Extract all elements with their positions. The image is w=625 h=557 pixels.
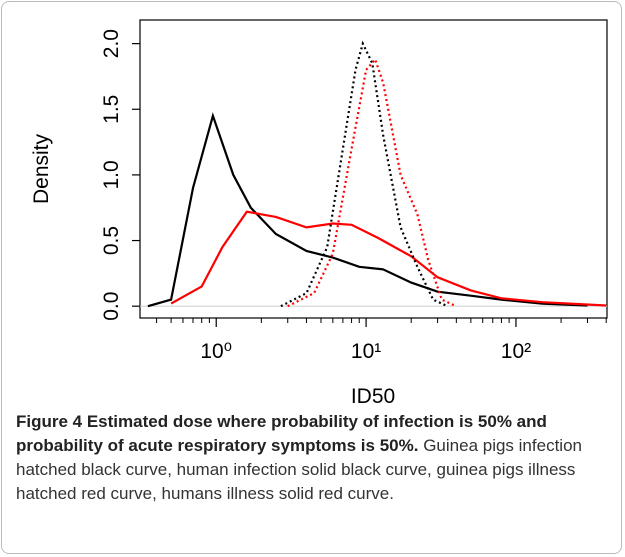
y-tick-label: 0.5 <box>100 226 123 255</box>
x-axis-label: ID50 <box>351 385 395 408</box>
x-tick-label: 10¹ <box>351 340 381 363</box>
density-curve <box>147 112 588 308</box>
chart: ID50 Density 0.0 0.5 1.0 1.5 2.0 10⁰ 10¹ 10² <box>30 19 608 408</box>
density-curve <box>287 57 457 308</box>
x-tick-label: 10² <box>501 340 531 363</box>
density-curve <box>170 210 607 307</box>
plot-frame <box>139 19 608 319</box>
x-tick-label: 10⁰ <box>200 340 232 363</box>
y-tick-label: 0.0 <box>100 292 123 321</box>
caption: Figure 4 Estimated dose where probabilit… <box>16 410 612 506</box>
y-tick-label: 1.0 <box>100 160 123 189</box>
y-tick-label: 2.0 <box>100 29 123 58</box>
y-tick-label: 1.5 <box>100 95 123 124</box>
caption-text: Guinea pigs infection hatched black curv… <box>16 436 582 503</box>
caption-label: Figure 4 Estimated dose where probabilit… <box>16 412 547 455</box>
y-axis-label: Density <box>30 133 53 204</box>
density-curve <box>280 40 449 308</box>
